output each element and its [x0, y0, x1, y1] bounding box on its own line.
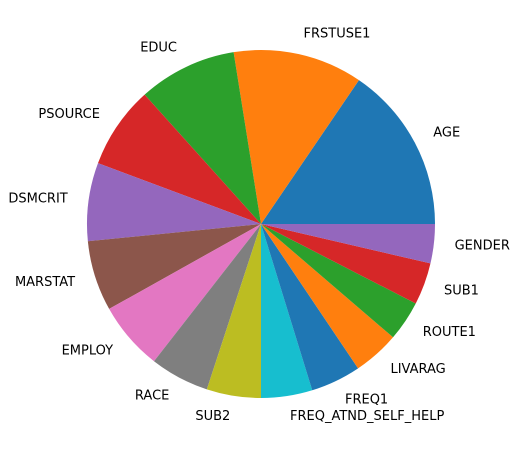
pie-slice-sub2: [206, 224, 261, 398]
pie-slice-livarag: [261, 224, 394, 369]
pie-labels: AGE FRSTUSE1 EDUC PSOURCE DSMCRIT MARSTAT EMPL…: [8, 26, 510, 424]
pie-slices: [86, 49, 435, 398]
pie-label-gender: GENDER: [455, 239, 510, 254]
pie-slice-dsmcrit: [86, 163, 261, 242]
pie-slice-psource: [98, 94, 261, 225]
pie-slice-freq-atnd-self-help: [261, 224, 313, 398]
pie-slice-employ: [109, 224, 261, 362]
pie-label-marstat: MARSTAT: [15, 275, 75, 290]
pie-label-sub2: SUB2: [195, 409, 230, 424]
pie-slice-race: [154, 224, 261, 390]
pie-label-employ: EMPLOY: [62, 343, 114, 358]
pie-slice-age: [261, 80, 435, 225]
pie-label-freq-atnd-self-help: FREQ_ATND_SELF_HELP: [290, 409, 444, 424]
pie-slice-gender: [261, 224, 435, 264]
pie-label-frstuse1: FRSTUSE1: [303, 26, 370, 41]
pie-label-dsmcrit: DSMCRIT: [8, 191, 67, 206]
pie-label-livarag: LIVARAG: [390, 362, 445, 377]
pie-slice-route1: [261, 224, 416, 338]
pie-label-educ: EDUC: [140, 41, 177, 56]
pie-label-route1: ROUTE1: [423, 325, 476, 340]
pie-label-psource: PSOURCE: [38, 107, 100, 122]
pie-slice-sub1: [261, 224, 431, 304]
pie-label-sub1: SUB1: [444, 284, 479, 299]
pie-label-freq1: FREQ1: [345, 392, 388, 407]
pie-slice-frstuse1: [233, 49, 359, 224]
pie-label-age: AGE: [433, 125, 460, 140]
pie-label-race: RACE: [135, 389, 169, 404]
pie-slice-educ: [144, 52, 261, 224]
pie-slice-freq1: [261, 224, 359, 391]
pie-slice-marstat: [87, 224, 261, 309]
